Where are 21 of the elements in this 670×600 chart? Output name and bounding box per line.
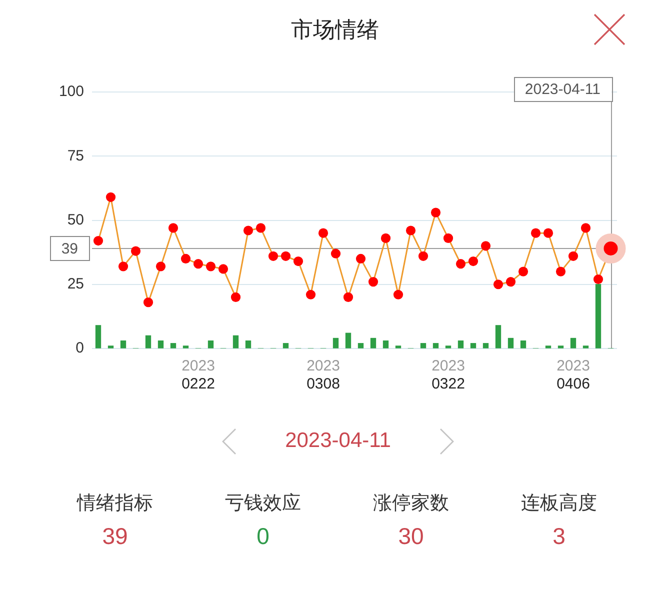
data-label: 39 xyxy=(101,522,129,550)
x-tick-label: 2023 0308 xyxy=(306,358,340,393)
category-label: 亏钱效应 xyxy=(224,492,302,516)
y-tick-label: 0 xyxy=(76,340,84,357)
y-tick-label: 50 xyxy=(67,211,84,228)
x-tick-label: 2023 0222 xyxy=(182,358,215,393)
category-label: 涨停家数 xyxy=(372,492,450,516)
ref-line-label: 39 xyxy=(61,240,78,258)
data-label: 30 xyxy=(397,522,425,550)
y-tick-label: 25 xyxy=(67,276,84,293)
annotation: 2023-04-11 xyxy=(524,81,601,98)
x-tick-label: 2023 0322 xyxy=(432,358,465,393)
y-tick-label: 75 xyxy=(67,147,84,164)
data-label: 0 xyxy=(256,522,270,550)
data-label: 3 xyxy=(552,522,566,550)
text: 2023-04-11 xyxy=(284,428,392,454)
x-tick-label: 2023 0406 xyxy=(556,358,590,393)
category-label: 情绪指标 xyxy=(76,492,154,516)
category-label: 连板高度 xyxy=(520,492,598,516)
chart-title: 市场情绪 xyxy=(290,16,380,44)
y-tick-label: 100 xyxy=(58,83,84,100)
